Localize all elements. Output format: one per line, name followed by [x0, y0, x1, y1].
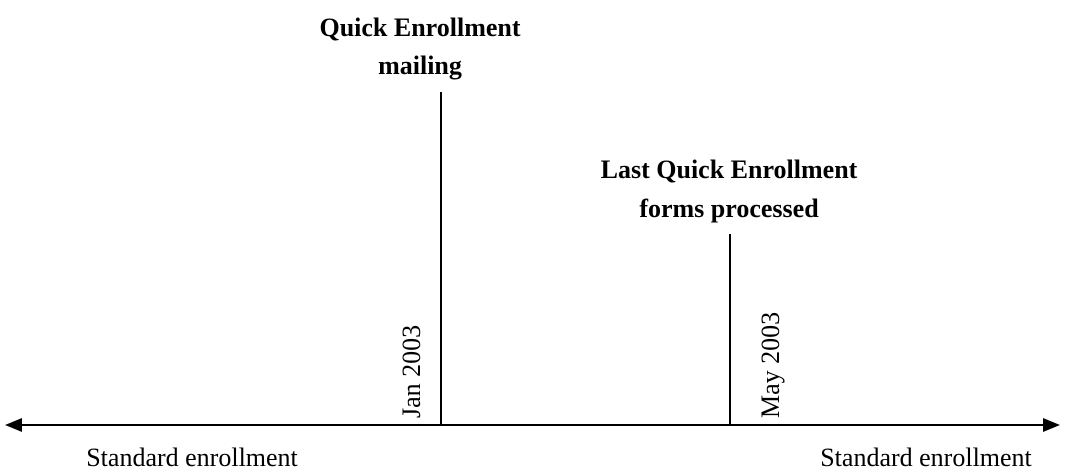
- event-label: Quick Enrollment: [319, 13, 520, 42]
- arrow-left: [5, 418, 22, 432]
- event-label: forms processed: [639, 194, 819, 223]
- event-label: Last Quick Enrollment: [601, 155, 858, 184]
- period-label: Standard enrollment: [86, 443, 298, 472]
- event-date: Jan 2003: [397, 325, 426, 418]
- event-label: mailing: [378, 51, 462, 80]
- period-label: Standard enrollment: [820, 443, 1032, 472]
- event-date: May 2003: [756, 312, 785, 418]
- arrow-right: [1043, 418, 1060, 432]
